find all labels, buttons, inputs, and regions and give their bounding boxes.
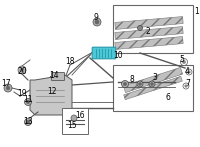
Circle shape	[24, 118, 32, 126]
Text: 6: 6	[166, 93, 170, 102]
Circle shape	[188, 71, 190, 73]
Text: 3: 3	[153, 74, 157, 82]
Text: 13: 13	[23, 117, 33, 127]
Circle shape	[20, 68, 24, 72]
Text: 16: 16	[75, 111, 85, 120]
Text: 20: 20	[17, 67, 27, 76]
Circle shape	[137, 81, 143, 87]
Circle shape	[186, 69, 192, 75]
Circle shape	[122, 81, 128, 87]
FancyBboxPatch shape	[92, 47, 116, 59]
Bar	[123, 67, 183, 93]
Bar	[115, 37, 183, 49]
Circle shape	[4, 84, 12, 92]
Text: 12: 12	[47, 87, 57, 96]
Text: 10: 10	[113, 51, 123, 60]
Circle shape	[26, 100, 30, 104]
Text: 17: 17	[1, 80, 11, 88]
Text: 8: 8	[130, 76, 134, 85]
Circle shape	[182, 61, 186, 64]
Bar	[115, 17, 183, 29]
Bar	[124, 76, 182, 100]
Text: 5: 5	[180, 56, 184, 65]
Circle shape	[185, 85, 187, 87]
Bar	[62, 108, 88, 134]
Circle shape	[24, 98, 32, 106]
Bar	[113, 5, 193, 53]
Circle shape	[71, 115, 77, 121]
Circle shape	[18, 66, 26, 74]
Text: 1: 1	[195, 7, 199, 16]
Circle shape	[151, 83, 153, 85]
Text: 18: 18	[65, 57, 75, 66]
Circle shape	[6, 86, 10, 90]
FancyBboxPatch shape	[52, 72, 64, 81]
Text: 7: 7	[186, 80, 190, 88]
Text: 2: 2	[146, 27, 150, 36]
Text: 9: 9	[94, 14, 98, 22]
Text: 19: 19	[17, 90, 27, 98]
Text: 15: 15	[67, 122, 77, 131]
Circle shape	[149, 81, 155, 87]
Circle shape	[183, 83, 189, 89]
Circle shape	[93, 18, 101, 26]
Bar	[115, 27, 183, 39]
Text: 11: 11	[23, 96, 33, 105]
Text: 4: 4	[185, 67, 189, 76]
Circle shape	[138, 25, 142, 30]
Circle shape	[26, 120, 30, 124]
Polygon shape	[30, 75, 72, 115]
Text: 14: 14	[49, 71, 59, 81]
Circle shape	[180, 59, 188, 66]
Circle shape	[139, 83, 141, 85]
Circle shape	[123, 82, 127, 86]
Circle shape	[95, 20, 99, 24]
Bar	[113, 65, 193, 111]
